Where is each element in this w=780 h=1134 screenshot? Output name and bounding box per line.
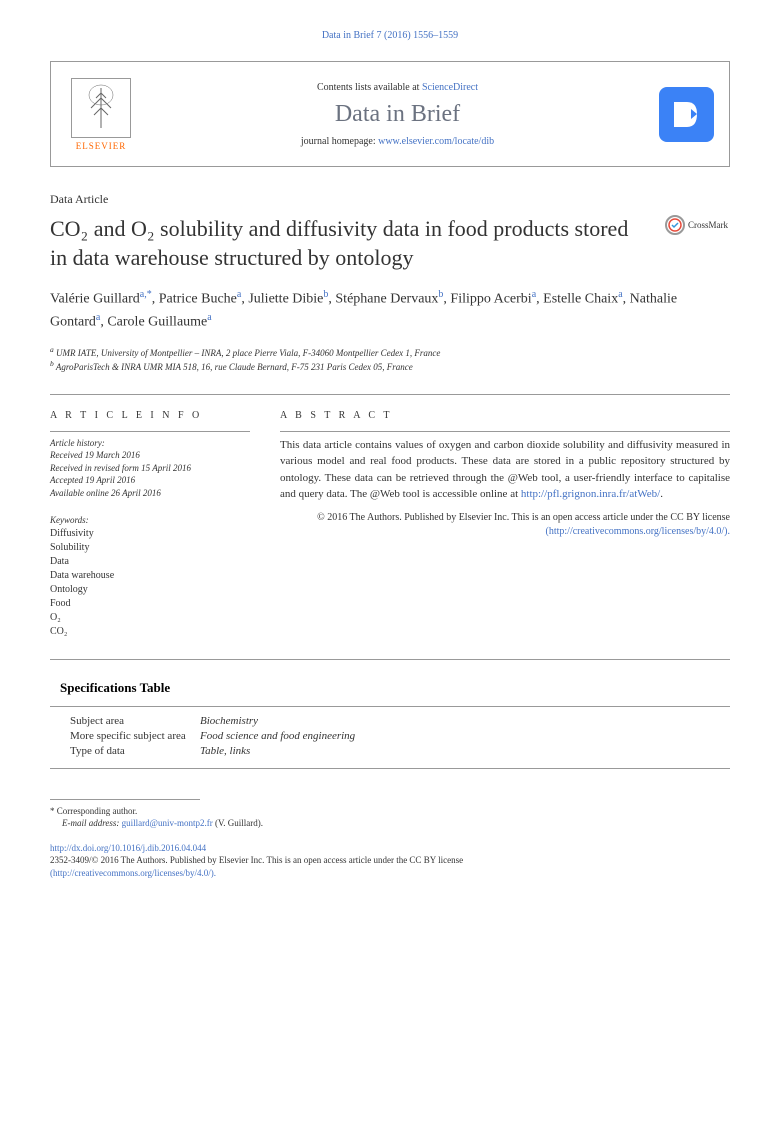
journal-reference: Data in Brief 7 (2016) 1556–1559 (50, 30, 730, 41)
corresponding-author: * Corresponding author. (50, 805, 730, 818)
email-link[interactable]: guillard@univ-montp2.fr (122, 818, 213, 828)
author-affil: b (438, 289, 443, 300)
author-name: Filippo Acerbi (450, 292, 531, 307)
keyword-item: Food (50, 597, 250, 611)
abstract-column: A B S T R A C T This data article contai… (280, 410, 730, 639)
authors-list: Valérie Guillarda,*, Patrice Buchea, Jul… (50, 287, 730, 332)
issn-line: 2352-3409/© 2016 The Authors. Published … (50, 854, 730, 867)
specifications-table: Subject area Biochemistry More specific … (50, 706, 730, 769)
keywords-list: DiffusivitySolubilityDataData warehouseO… (50, 527, 250, 639)
spec-label: More specific subject area (70, 730, 200, 742)
dib-logo-icon (659, 87, 714, 142)
author-affil: a (618, 289, 622, 300)
spec-label: Type of data (70, 745, 200, 757)
revised-date: Received in revised form 15 April 2016 (50, 462, 250, 475)
keyword-item: O₂ (50, 611, 250, 625)
spec-row: Type of data Table, links (70, 745, 730, 757)
article-history: Article history: Received 19 March 2016 … (50, 437, 250, 500)
keyword-item: Data (50, 555, 250, 569)
author-affil: a (237, 289, 241, 300)
doi-link[interactable]: http://dx.doi.org/10.1016/j.dib.2016.04.… (50, 842, 730, 855)
specifications-heading: Specifications Table (50, 680, 730, 696)
author-name: Valérie Guillard (50, 292, 140, 307)
author-name: Stéphane Dervaux (335, 292, 438, 307)
author-affil: a (207, 312, 211, 323)
journal-header: ELSEVIER Contents lists available at Sci… (50, 61, 730, 167)
elsevier-tree-icon (71, 78, 131, 138)
author-affil: a (532, 289, 536, 300)
email-line: E-mail address: guillard@univ-montp2.fr … (50, 817, 730, 830)
affiliation-b: b AgroParisTech & INRA UMR MIA 518, 16, … (50, 359, 730, 374)
author-name: Carole Guillaume (107, 315, 207, 330)
crossmark-badge[interactable]: CrossMark (665, 215, 730, 235)
crossmark-label: CrossMark (688, 220, 728, 230)
crossmark-icon (665, 215, 685, 235)
license-link[interactable]: (http://creativecommons.org/licenses/by/… (546, 526, 731, 537)
contents-line: Contents lists available at ScienceDirec… (151, 82, 644, 93)
author-affil: a,* (140, 289, 152, 300)
author-affil: a (96, 312, 100, 323)
online-date: Available online 26 April 2016 (50, 487, 250, 500)
keyword-item: Ontology (50, 583, 250, 597)
footer-divider (50, 799, 200, 800)
keyword-item: Data warehouse (50, 569, 250, 583)
spec-value: Biochemistry (200, 715, 258, 727)
keywords-label: Keywords: (50, 515, 250, 525)
keyword-item: CO₂ (50, 625, 250, 639)
homepage-line: journal homepage: www.elsevier.com/locat… (151, 136, 644, 147)
divider (50, 394, 730, 395)
sciencedirect-link[interactable]: ScienceDirect (422, 82, 478, 93)
homepage-prefix: journal homepage: (301, 136, 378, 147)
abstract-text: This data article contains values of oxy… (280, 437, 730, 503)
author-affil: b (323, 289, 328, 300)
article-info-column: A R T I C L E I N F O Article history: R… (50, 410, 250, 639)
contents-prefix: Contents lists available at (317, 82, 422, 93)
author-name: Estelle Chaix (543, 292, 618, 307)
author-name: Juliette Dibie (248, 292, 323, 307)
spec-row: Subject area Biochemistry (70, 715, 730, 727)
keyword-item: Diffusivity (50, 527, 250, 541)
footer-license-link[interactable]: (http://creativecommons.org/licenses/by/… (50, 867, 730, 880)
affiliations: a UMR IATE, University of Montpellier – … (50, 345, 730, 374)
article-type: Data Article (50, 192, 730, 207)
accepted-date: Accepted 19 April 2016 (50, 474, 250, 487)
abstract-url[interactable]: http://pfl.grignon.inra.fr/atWeb/ (521, 488, 660, 500)
received-date: Received 19 March 2016 (50, 449, 250, 462)
elsevier-text: ELSEVIER (76, 141, 127, 151)
spec-value: Table, links (200, 745, 250, 757)
author-name: Patrice Buche (159, 292, 237, 307)
spec-label: Subject area (70, 715, 200, 727)
keyword-item: Solubility (50, 541, 250, 555)
elsevier-logo: ELSEVIER (66, 74, 136, 154)
spec-row: More specific subject area Food science … (70, 730, 730, 742)
homepage-link[interactable]: www.elsevier.com/locate/dib (378, 136, 494, 147)
doi-section: http://dx.doi.org/10.1016/j.dib.2016.04.… (50, 842, 730, 880)
spec-value: Food science and food engineering (200, 730, 355, 742)
header-center: Contents lists available at ScienceDirec… (151, 82, 644, 147)
copyright-text: © 2016 The Authors. Published by Elsevie… (280, 511, 730, 539)
article-info-heading: A R T I C L E I N F O (50, 410, 250, 421)
journal-name: Data in Brief (151, 101, 644, 128)
abstract-heading: A B S T R A C T (280, 410, 730, 421)
footer: * Corresponding author. E-mail address: … (50, 799, 730, 880)
article-title: CO₂ and O₂ solubility and diffusivity da… (50, 215, 650, 272)
divider (50, 659, 730, 660)
affiliation-a: a UMR IATE, University of Montpellier – … (50, 345, 730, 360)
history-label: Article history: (50, 437, 250, 450)
